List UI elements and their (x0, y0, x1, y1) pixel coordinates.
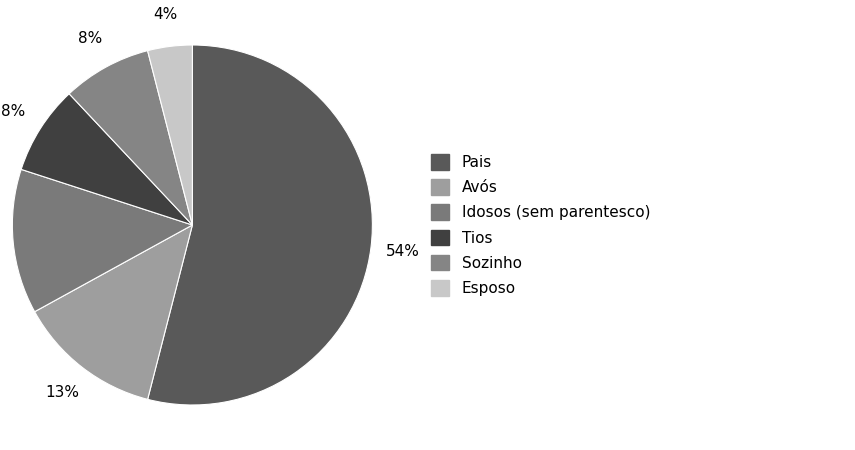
Wedge shape (12, 169, 192, 312)
Wedge shape (69, 51, 192, 225)
Wedge shape (21, 94, 192, 225)
Text: 54%: 54% (386, 244, 420, 259)
Text: 8%: 8% (1, 104, 25, 119)
Wedge shape (35, 225, 192, 399)
Wedge shape (148, 45, 192, 225)
Legend: Pais, Avós, Idosos (sem parentesco), Tios, Sozinho, Esposo: Pais, Avós, Idosos (sem parentesco), Tio… (425, 148, 657, 302)
Text: 8%: 8% (78, 32, 103, 46)
Text: 13%: 13% (45, 385, 80, 400)
Wedge shape (148, 45, 373, 405)
Text: 4%: 4% (154, 7, 178, 22)
